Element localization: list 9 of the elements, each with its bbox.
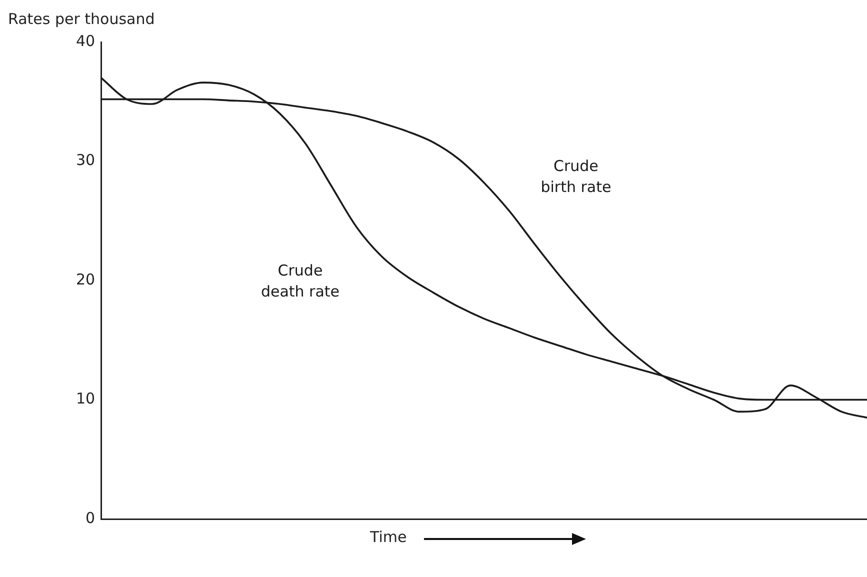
x-axis-title: Time <box>370 528 407 546</box>
y-tick-label: 0 <box>86 508 96 527</box>
y-tick-label: 20 <box>76 270 96 288</box>
y-tick-label: 40 <box>76 32 96 50</box>
y-tick-label: 30 <box>76 151 96 170</box>
text: Crude death rate <box>260 262 340 301</box>
text: Crude birth rate <box>540 156 612 196</box>
y-tick-label: 10 <box>76 390 96 408</box>
y-axis-title: Rates per thousand <box>8 10 155 28</box>
